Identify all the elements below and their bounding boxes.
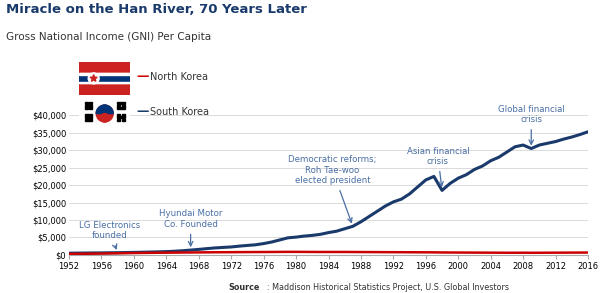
Bar: [85, 114, 92, 116]
Bar: [122, 119, 125, 121]
Polygon shape: [90, 75, 97, 81]
Bar: [85, 107, 88, 109]
Bar: [85, 119, 92, 121]
Text: —: —: [137, 70, 149, 83]
Circle shape: [100, 113, 109, 122]
Text: Democratic reforms;
Roh Tae-woo
elected president: Democratic reforms; Roh Tae-woo elected …: [289, 155, 377, 222]
Circle shape: [100, 105, 109, 113]
Bar: [117, 105, 120, 107]
Bar: [89, 107, 92, 109]
Text: Asian financial
crisis: Asian financial crisis: [407, 146, 469, 186]
Bar: [85, 105, 88, 107]
Bar: [122, 114, 125, 116]
Text: Source: Source: [228, 282, 259, 292]
Bar: [117, 116, 125, 118]
Bar: [117, 119, 120, 121]
Bar: [79, 73, 130, 75]
Bar: [89, 102, 92, 104]
Text: : Maddison Historical Statistics Project, U.S. Global Investors: : Maddison Historical Statistics Project…: [267, 282, 509, 292]
Text: North Korea: North Korea: [150, 72, 208, 82]
Text: Global financial
crisis: Global financial crisis: [498, 105, 565, 144]
Text: South Korea: South Korea: [150, 107, 209, 117]
Circle shape: [88, 73, 99, 84]
Bar: [117, 107, 125, 109]
Bar: [79, 75, 130, 82]
Bar: [122, 105, 125, 107]
Text: Hyundai Motor
Co. Founded: Hyundai Motor Co. Founded: [159, 209, 223, 246]
Polygon shape: [96, 105, 113, 113]
Text: —: —: [137, 105, 149, 118]
Circle shape: [96, 105, 113, 122]
Text: Gross National Income (GNI) Per Capita: Gross National Income (GNI) Per Capita: [6, 32, 211, 42]
Bar: [89, 105, 92, 107]
Bar: [79, 73, 130, 84]
Text: Miracle on the Han River, 70 Years Later: Miracle on the Han River, 70 Years Later: [6, 3, 307, 16]
Bar: [117, 114, 120, 116]
Bar: [85, 116, 92, 118]
Bar: [117, 102, 125, 104]
Bar: [85, 102, 88, 104]
Bar: [79, 82, 130, 84]
Text: LG Electronics
founded: LG Electronics founded: [79, 221, 140, 249]
